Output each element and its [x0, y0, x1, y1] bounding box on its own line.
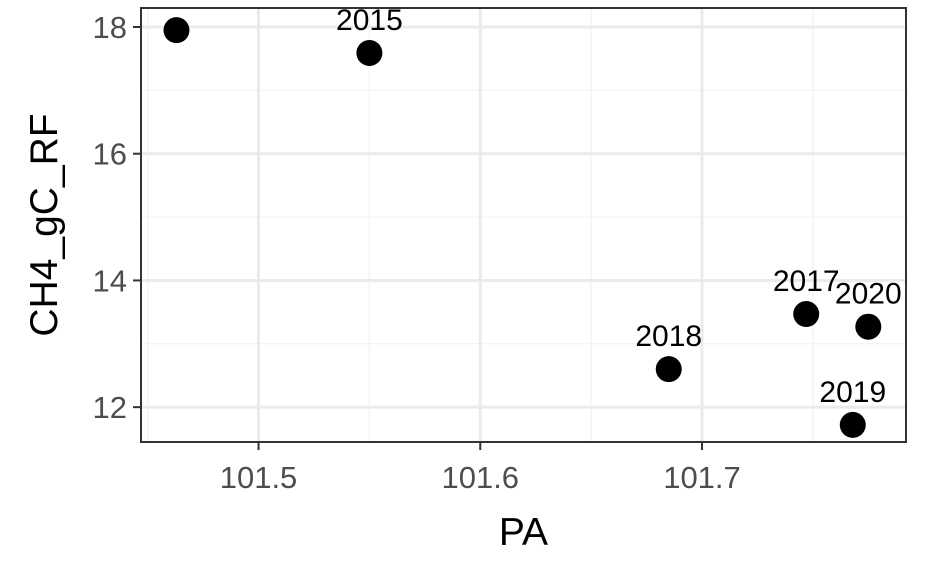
y-tick-label: 18: [93, 10, 127, 45]
point-labels: 2015 2018 2017 2019 2020: [336, 4, 902, 409]
point-label: 2017: [773, 265, 840, 298]
x-tick-label: 101.5: [220, 460, 298, 495]
point-label: 2015: [336, 4, 403, 37]
point-label: 2020: [835, 278, 902, 311]
data-point: [655, 356, 682, 383]
data-point: [855, 313, 882, 340]
y-tick-label: 16: [93, 137, 127, 172]
y-tick-label: 14: [93, 263, 127, 298]
x-tick-label: 101.7: [663, 460, 741, 495]
y-axis-title: CH4_gC_RF: [23, 113, 66, 336]
data-point: [163, 17, 190, 44]
data-point: [839, 411, 866, 438]
data-point: [793, 301, 820, 328]
panel-background: [141, 8, 906, 442]
x-axis-title: PA: [499, 511, 548, 554]
y-axis: 12 14 16 18: [93, 10, 141, 425]
data-points: [163, 17, 882, 438]
x-tick-label: 101.6: [441, 460, 519, 495]
point-label: 2019: [819, 376, 886, 409]
y-tick-label: 12: [93, 390, 127, 425]
grid-lines: [141, 8, 906, 442]
x-axis: 101.5 101.6 101.7: [220, 442, 741, 495]
panel-border: [140, 7, 907, 443]
data-point: [356, 39, 383, 66]
point-label: 2018: [635, 320, 702, 353]
